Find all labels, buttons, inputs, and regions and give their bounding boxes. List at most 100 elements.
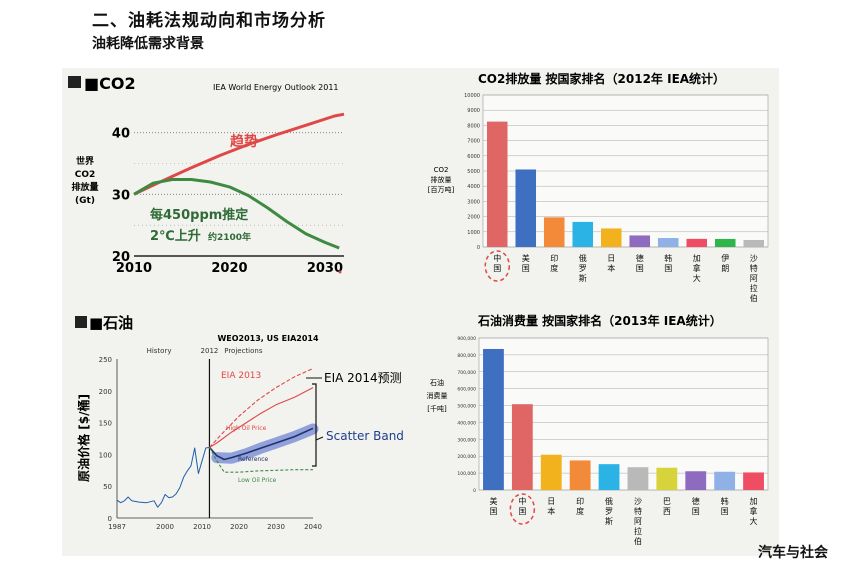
co2-section-square <box>68 76 81 88</box>
y-tick-label: 1000 <box>467 230 480 236</box>
oil-y-tick: 50 <box>103 483 112 491</box>
bar-7 <box>657 238 679 247</box>
category-label: 俄罗斯 <box>579 253 587 283</box>
y-tick-label: 3000 <box>467 199 480 205</box>
co2-trend-chart: ■CO2 IEA World Energy Outlook 2011 世界 CO… <box>68 74 345 276</box>
bar-4 <box>572 221 594 247</box>
oil-x-tick: 1987 <box>108 523 126 531</box>
co2-ylabel-line1: 世界 <box>76 155 94 167</box>
co2-2100-annotation: 约2100年 <box>208 231 251 243</box>
co2-trend-line <box>133 112 345 196</box>
co2-ylabel-line3: 排放量 <box>71 181 98 193</box>
oil-y-tick: 200 <box>99 388 112 396</box>
projection-bracket <box>312 383 317 467</box>
y-tick-label: 0 <box>473 488 476 494</box>
co2-dot <box>338 270 342 274</box>
y-tick-label: 300,000 <box>457 437 476 443</box>
reference-line <box>208 427 314 461</box>
category-label: 美国 <box>522 253 530 273</box>
co2-ylabel-line2: CO2 <box>75 170 96 180</box>
category-label: 德国 <box>692 496 700 516</box>
oil-y-tick: 0 <box>108 515 112 523</box>
y-tick-label: 8000 <box>467 123 480 129</box>
bar-5 <box>598 464 620 490</box>
co2-y-tick: 30 <box>112 188 130 203</box>
y-tick-label: 700,000 <box>457 370 476 376</box>
oil-ranking-ylabel-2: 消费量 <box>427 391 448 400</box>
oil-section-square <box>75 316 87 328</box>
high-oil-price-label: High Oil Price <box>226 425 267 432</box>
co2-ranking-ylabel-3: [百万吨] <box>428 185 455 194</box>
oil-ylabel: 原油价格 [$/桶] <box>76 394 91 482</box>
oil-x-tick: 2020 <box>230 523 248 531</box>
oil-ranking-title: 石油消费量 按国家排名（2013年 IEA统计） <box>477 313 722 328</box>
oil-y-tick: 100 <box>99 451 112 459</box>
y-tick-label: 9000 <box>467 108 480 114</box>
oil-ranking-ylabel-3: [千吨] <box>427 404 447 413</box>
bar-1 <box>486 121 508 247</box>
co2-y-tick: 40 <box>112 127 130 142</box>
reference-label: Reference <box>238 456 269 463</box>
oil-y-tick: 150 <box>99 420 112 428</box>
y-tick-label: 600,000 <box>457 387 476 393</box>
bar-1 <box>483 348 504 490</box>
oil-x-tick: 2030 <box>267 523 285 531</box>
bar-4 <box>569 460 591 490</box>
y-tick-label: 900,000 <box>457 336 476 342</box>
category-label: 加拿大 <box>693 253 701 283</box>
bar-8 <box>685 471 707 490</box>
y-tick-label: 2000 <box>467 215 480 221</box>
oil-source: WEO2013, US EIA2014 <box>217 334 319 343</box>
category-label: 韩国 <box>664 253 672 273</box>
eia2013-line <box>209 367 314 448</box>
bar-2 <box>511 404 533 490</box>
category-label: 中国 <box>518 496 526 516</box>
category-label: 美国 <box>489 496 497 516</box>
oil-y-tick: 250 <box>99 356 112 364</box>
low-oil-price-line <box>209 447 313 473</box>
category-label: 日本 <box>607 254 615 273</box>
y-tick-label: 100,000 <box>457 471 476 477</box>
category-label: 沙特阿拉伯 <box>750 254 758 303</box>
history-line <box>116 446 210 508</box>
bar-9 <box>714 471 736 490</box>
eia2014-annotation: EIA 2014预测 <box>324 371 402 385</box>
category-label: 中国 <box>493 253 501 273</box>
category-label: 沙特阿拉伯 <box>634 497 642 546</box>
oil-x-tick: 2000 <box>156 523 174 531</box>
category-label: 巴西 <box>663 497 671 516</box>
bar-7 <box>656 467 678 490</box>
category-label: 印度 <box>576 497 584 516</box>
oil-ranking-chart: 石油消费量 按国家排名（2013年 IEA统计） 石油 消费量 [千吨] 0 10… <box>427 313 769 546</box>
y-tick-label: 10000 <box>464 93 480 99</box>
y-tick-label: 7000 <box>467 139 480 145</box>
eia2013-label: EIA 2013 <box>221 371 261 381</box>
oil-ranking-ylabel-1: 石油 <box>430 378 444 387</box>
co2-x-tick: 2020 <box>211 261 247 276</box>
bar-10 <box>743 240 765 247</box>
co2-x-tick: 2010 <box>116 261 152 276</box>
co2-ranking-title: CO2排放量 按国家排名（2012年 IEA统计） <box>478 71 725 86</box>
co2-y-tick: 20 <box>112 250 130 265</box>
category-label: 印度 <box>550 254 558 273</box>
oil-section-label: ■石油 <box>89 314 133 332</box>
co2-ranking-ylabel-1: CO2 <box>434 166 449 174</box>
co2-source: IEA World Energy Outlook 2011 <box>213 83 339 92</box>
y-tick-label: 400,000 <box>457 420 476 426</box>
bar-10 <box>743 472 764 490</box>
bar-6 <box>627 467 649 490</box>
co2-450ppm-line <box>133 178 340 250</box>
bar-3 <box>540 454 562 490</box>
co2-ylabel-line4: (Gt) <box>75 196 95 206</box>
phase-label-2012: 2012 <box>201 347 219 355</box>
co2-section-label: ■CO2 <box>84 74 136 93</box>
scatter-band-annotation: Scatter Band <box>326 429 404 443</box>
y-tick-label: 5000 <box>467 169 480 175</box>
scatter-band <box>211 423 319 464</box>
co2-450ppm-annotation: 每450ppm推定 <box>150 207 248 223</box>
bar-6 <box>629 235 651 247</box>
scatter-band-leader <box>315 436 324 441</box>
oil-x-tick: 2040 <box>304 523 322 531</box>
high-oil-price-line <box>209 387 314 448</box>
